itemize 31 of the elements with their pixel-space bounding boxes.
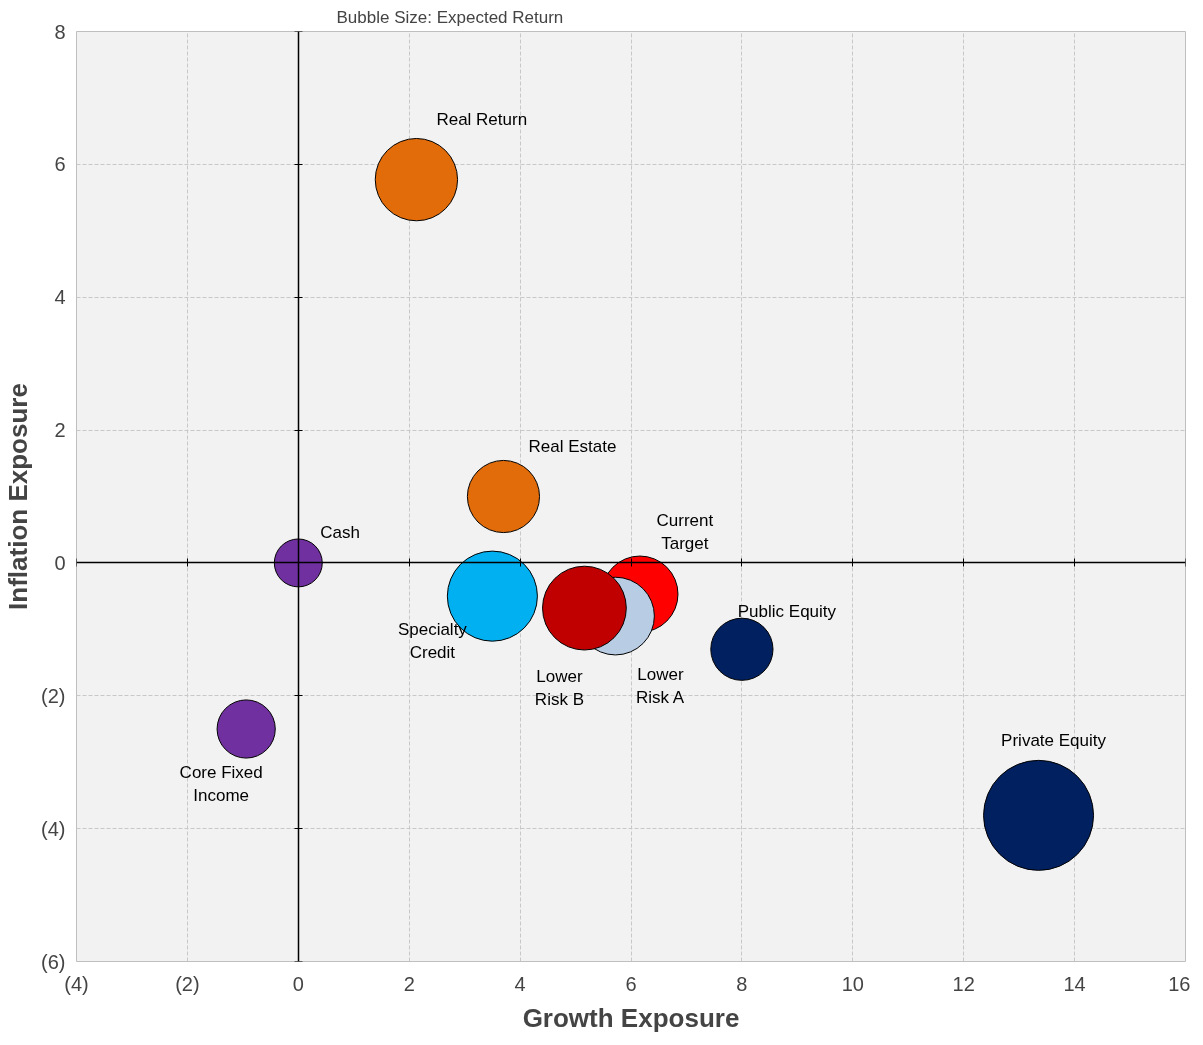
- series-label: Core Fixed Income: [179, 763, 263, 805]
- series-label: Public Equity: [737, 601, 837, 621]
- series-label: Specialty Credit: [397, 620, 468, 663]
- y-tick-label: 8: [54, 20, 66, 43]
- y-tick-label: (4): [41, 817, 66, 840]
- x-tick-label: (2): [175, 972, 200, 995]
- y-tick-label: 6: [54, 153, 66, 176]
- series-label: Current Target: [656, 511, 714, 554]
- series-label: Cash: [320, 523, 360, 543]
- x-tick-label: 8: [736, 972, 748, 995]
- y-tick-label: 0: [54, 551, 66, 574]
- series-label: Private Equity: [1001, 730, 1107, 750]
- series-label: Real Return: [436, 110, 528, 130]
- y-tick-label: (6): [41, 950, 66, 973]
- x-tick-label: 0: [292, 972, 304, 995]
- x-tick-label: 12: [952, 972, 975, 995]
- text: Bubble Size: Expected Return: [336, 7, 564, 27]
- y-tick-label: (2): [41, 684, 66, 707]
- x-tick-label: 10: [841, 972, 864, 995]
- y-tick-label: 2: [54, 419, 66, 442]
- x-axis-title: Growth Exposure: [522, 1002, 740, 1033]
- x-tick-label: 2: [403, 972, 415, 995]
- x-tick-label: 6: [625, 972, 637, 995]
- y-tick-label: 4: [54, 286, 66, 309]
- series-label: Lower Risk A: [635, 665, 685, 707]
- series-label: Lower Risk B: [534, 667, 584, 709]
- x-tick-label: 4: [514, 972, 526, 995]
- x-tick-label: 14: [1063, 972, 1086, 995]
- x-tick-label: 16: [1168, 972, 1191, 995]
- y-axis-title: Inflation Exposure: [3, 383, 34, 610]
- series-label: Real Estate: [528, 437, 617, 456]
